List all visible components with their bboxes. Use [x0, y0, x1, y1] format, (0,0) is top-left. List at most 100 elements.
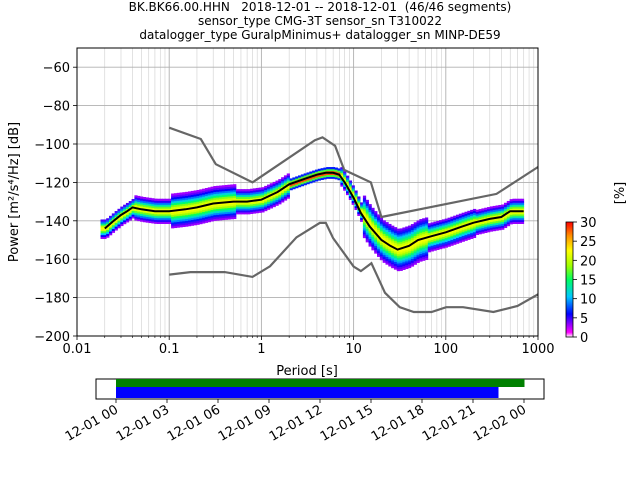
- psd-density-cell: [309, 177, 313, 180]
- psd-density-cell: [410, 256, 415, 259]
- psd-density-cell: [145, 207, 149, 210]
- psd-density-cell: [123, 216, 127, 219]
- psd-density-cell: [354, 198, 358, 201]
- psd-density-cell: [258, 206, 262, 210]
- psd-density-cell: [365, 213, 369, 216]
- psd-density-cell: [103, 219, 107, 222]
- psd-density-cell: [100, 230, 104, 234]
- psd-density-cell: [360, 210, 364, 213]
- psd-density-cell: [298, 181, 302, 184]
- psd-density-cell: [137, 197, 141, 201]
- psd-density-cell: [179, 209, 183, 213]
- psd-density-cell: [422, 233, 426, 236]
- psd-density-cell: [219, 216, 223, 219]
- psd-density-cell: [379, 223, 384, 226]
- psd-density-cell: [111, 213, 116, 216]
- psd-density-cell: [371, 248, 375, 251]
- psd-density-cell: [173, 200, 178, 204]
- psd-density-cell: [368, 236, 372, 239]
- psd-density-cell: [196, 211, 200, 214]
- psd-density-cell: [199, 195, 203, 198]
- psd-density-cell: [227, 215, 231, 218]
- psd-density-cell: [193, 194, 197, 197]
- psd-density-cell: [405, 262, 409, 266]
- psd-density-cell: [303, 183, 307, 186]
- psd-density-cell: [495, 226, 499, 229]
- psd-density-cell: [408, 246, 412, 249]
- psd-density-cell: [470, 209, 474, 213]
- psd-density-cell: [272, 189, 276, 192]
- psd-density-cell: [295, 182, 299, 185]
- psd-density-cell: [230, 209, 234, 212]
- psd-density-cell: [374, 211, 378, 214]
- psd-density-cell: [345, 175, 350, 178]
- psd-density-cell: [204, 189, 209, 193]
- psd-density-cell: [512, 208, 516, 211]
- psd-density-cell: [391, 250, 395, 253]
- psd-density-cell: [221, 210, 226, 213]
- psd-density-cell: [374, 236, 378, 239]
- psd-density-cell: [413, 254, 417, 258]
- x-tick-label: 0.01: [63, 342, 92, 357]
- psd-density-cell: [402, 231, 406, 234]
- psd-density-cell: [230, 203, 234, 206]
- psd-density-cell: [137, 213, 141, 216]
- psd-density-cell: [515, 212, 519, 215]
- psd-density-cell: [427, 248, 432, 251]
- psd-density-cell: [182, 194, 186, 197]
- psd-density-cell: [204, 212, 209, 216]
- psd-density-cell: [275, 195, 279, 199]
- psd-density-cell: [159, 212, 164, 215]
- psd-density-cell: [365, 232, 369, 235]
- psd-density-cell: [391, 225, 395, 228]
- psd-density-cell: [244, 192, 248, 196]
- psd-density-cell: [202, 209, 206, 213]
- psd-density-cell: [278, 184, 282, 188]
- psd-density-cell: [410, 247, 415, 250]
- psd-density-cell: [475, 225, 479, 228]
- psd-density-cell: [275, 182, 279, 185]
- psd-density-cell: [399, 236, 403, 239]
- psd-density-cell: [199, 210, 203, 213]
- psd-density-cell: [255, 209, 259, 212]
- plot-frame: [76, 47, 539, 337]
- psd-density-cell: [334, 171, 338, 174]
- psd-density-cell: [427, 244, 432, 247]
- psd-density-cell: [377, 218, 381, 221]
- psd-density-cell: [374, 243, 378, 246]
- psd-density-cell: [458, 234, 463, 238]
- psd-density-cell: [515, 216, 519, 219]
- psd-density-cell: [371, 215, 375, 218]
- psd-density-cell: [416, 251, 420, 254]
- psd-density-cell: [501, 221, 505, 225]
- psd-density-cell: [371, 217, 375, 220]
- psd-density-cell: [216, 206, 220, 210]
- psd-density-cell: [193, 196, 197, 199]
- psd-density-cell: [362, 197, 367, 200]
- new-high-noise-model-line: [168, 126, 538, 219]
- psd-density-cell: [393, 236, 398, 239]
- psd-density-cell: [450, 233, 454, 237]
- psd-density-cell: [196, 214, 200, 218]
- psd-density-cell: [498, 212, 502, 215]
- psd-density-cell: [241, 206, 245, 209]
- psd-density-cell: [185, 222, 189, 225]
- psd-density-cell: [159, 214, 164, 217]
- psd-density-cell: [520, 200, 525, 203]
- psd-density-cell: [320, 170, 324, 173]
- psd-density-cell: [515, 217, 519, 221]
- psd-density-cell: [131, 216, 135, 219]
- psd-density-cell: [213, 197, 217, 200]
- psd-density-cell: [148, 197, 152, 201]
- psd-density-cell: [413, 252, 417, 256]
- psd-density-cell: [173, 202, 178, 205]
- psd-density-cell: [396, 259, 400, 262]
- psd-density-cell: [509, 201, 513, 204]
- psd-density-cell: [427, 228, 432, 232]
- psd-density-cell: [241, 194, 245, 198]
- psd-density-cell: [484, 209, 488, 212]
- psd-density-cell: [134, 199, 138, 202]
- psd-density-cell: [204, 207, 209, 210]
- psd-density-cell: [419, 221, 423, 224]
